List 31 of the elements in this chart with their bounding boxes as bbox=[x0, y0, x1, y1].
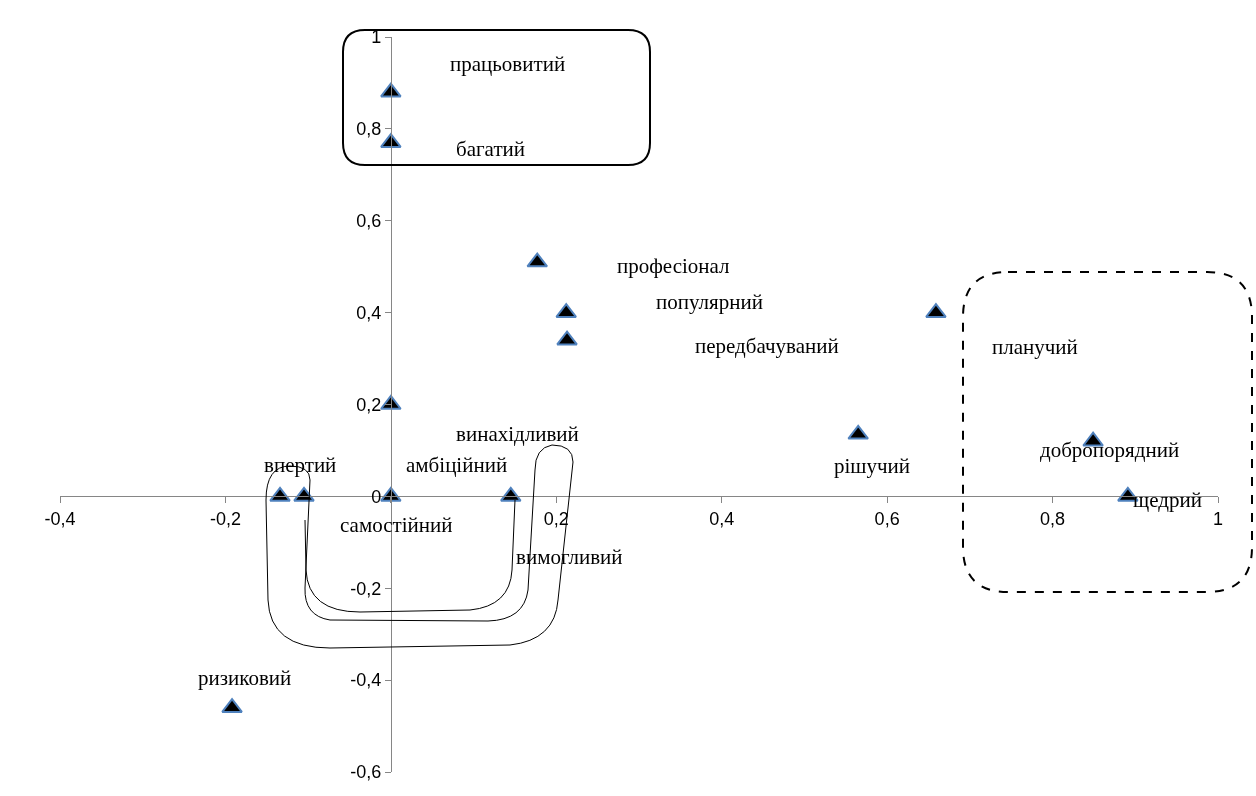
annotation: популярний bbox=[656, 290, 763, 314]
annotation: ризиковий bbox=[198, 666, 292, 690]
x-tick-label: 0,8 bbox=[1040, 508, 1066, 529]
annotation: добропорядний bbox=[1040, 438, 1180, 462]
x-tick-label: -0,2 bbox=[209, 508, 241, 529]
annotation: впертий bbox=[264, 453, 337, 477]
point bbox=[847, 424, 869, 440]
y-tick-label: -0,2 bbox=[350, 578, 382, 599]
point bbox=[556, 330, 578, 346]
x-tick-label: 0,6 bbox=[874, 508, 900, 529]
annotation: рішучий bbox=[834, 454, 911, 478]
y-tick-label: -0,4 bbox=[350, 670, 382, 691]
y-tick-label: 0,4 bbox=[356, 302, 382, 323]
y-tick-label: -0,6 bbox=[350, 762, 382, 783]
x-tick-label: 0,4 bbox=[709, 508, 735, 529]
x-tick-label: 1 bbox=[1212, 508, 1224, 529]
annotation: професіонал bbox=[617, 254, 730, 278]
annotation: багатий bbox=[456, 137, 526, 161]
annotation: щедрий bbox=[1133, 488, 1202, 512]
y-tick-label: 0 bbox=[371, 486, 382, 507]
annotation: планучий bbox=[992, 335, 1078, 359]
y-tick-label: 0,8 bbox=[356, 119, 382, 140]
x-tick-label: 0,2 bbox=[543, 508, 569, 529]
x-tick-label: -0,4 bbox=[44, 508, 76, 529]
y-tick-label: 0,2 bbox=[356, 394, 382, 415]
annotation: самостійний bbox=[340, 513, 453, 537]
annotation: працьовитий bbox=[450, 52, 566, 76]
y-tick-label: 0,6 bbox=[356, 211, 382, 232]
annotation: амбіційний bbox=[406, 453, 508, 477]
annotation: передбачуваний bbox=[695, 334, 839, 358]
annotation: винахідливий bbox=[456, 422, 579, 446]
